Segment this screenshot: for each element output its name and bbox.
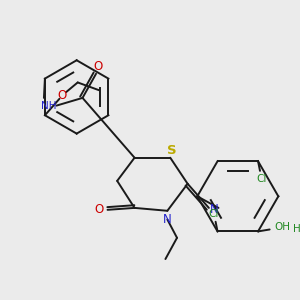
Text: H: H — [293, 224, 300, 233]
Text: Cl: Cl — [208, 209, 219, 219]
Text: OH: OH — [274, 222, 290, 232]
Text: Cl: Cl — [257, 174, 267, 184]
Text: S: S — [167, 143, 177, 157]
Text: O: O — [94, 203, 104, 216]
Text: N: N — [163, 213, 172, 226]
Text: O: O — [58, 89, 67, 103]
Text: NH: NH — [41, 100, 56, 111]
Text: O: O — [93, 60, 103, 73]
Text: N: N — [210, 203, 219, 216]
